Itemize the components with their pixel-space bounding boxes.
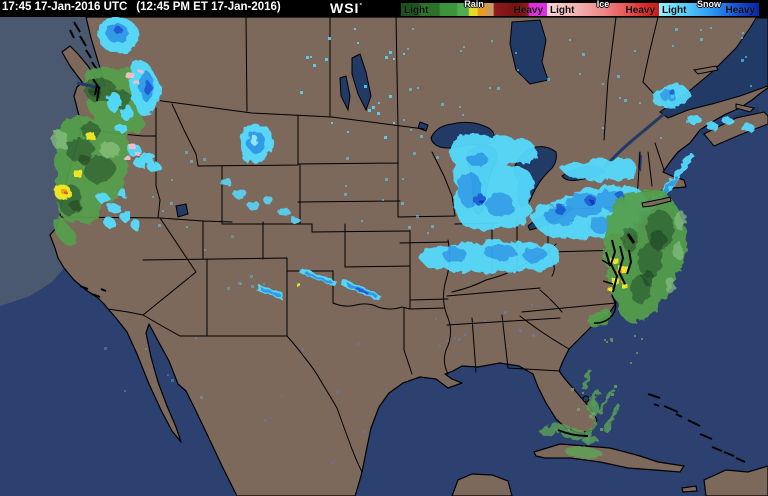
legend-title-snow: Snow [697,0,721,9]
logo-degree-mark: ° [359,3,363,10]
timestamp: 17:45 17-Jan-2016 UTC (12:45 PM ET 17-Jan… [2,1,281,13]
legend-group-snow: Snow Light Heavy [659,0,759,17]
nova-scotia [703,111,768,147]
precipitation-legend: Rain Light Heavy Ice Light Heavy Snow Li… [401,0,768,17]
hispaniola [703,465,768,496]
legend-title-ice: Ice [596,0,610,9]
yucatan [451,473,513,496]
radar-snow-west [97,17,382,301]
cuba-rain-overlay [564,446,602,459]
lake-manitoba [339,75,351,112]
radar-rain-west [52,66,150,248]
puget-sound [76,78,102,102]
bahamas [647,393,746,463]
great-salt-lake [175,203,189,218]
legend-heavy-label-snow: Heavy [725,5,755,16]
legend-light-label-snow: Light [662,5,687,16]
legend-bar-rain [401,3,547,16]
wsi-logo: WSI° [330,0,363,16]
outer-banks [593,295,617,324]
timestamp-local: (12:45 PM ET 17-Jan-2016) [136,1,281,13]
legend-light-label-rain: Light [404,5,429,16]
wsi-logo-text: WSI [330,0,360,16]
jamaica [681,485,698,493]
channel-islands [79,285,107,298]
radar-scatter-specks [104,27,752,464]
lake-okeechobee [582,395,590,403]
florida-keys [557,429,589,437]
legend-group-ice: Ice Light Heavy [547,0,659,17]
radar-map [0,17,768,496]
lake-winnipeg [351,53,372,112]
mexico-border [107,308,363,473]
header-bar: 17:45 17-Jan-2016 UTC (12:45 PM ET 17-Jan… [0,0,768,17]
legend-bar-snow [659,3,759,16]
bc-fjords [69,21,98,71]
atlantic-islands [692,65,768,147]
chesapeake-bay [601,233,636,293]
legend-bar-ice [547,3,659,16]
legend-title-rain: Rain [464,0,484,9]
radar-ice-spots [124,70,143,160]
prince-edward-island [735,103,755,113]
long-island [641,196,672,208]
legend-light-label-ice: Light [550,5,575,16]
anticosti-island [692,65,719,75]
legend-heavy-label-ice: Heavy [625,5,655,16]
legend-group-rain: Rain Light Heavy [401,0,547,17]
legend-heavy-label-rain: Heavy [513,5,543,16]
timestamp-utc: 17:45 17-Jan-2016 UTC [2,1,128,13]
pacific-radar-coverage [0,17,103,306]
delaware-bay [626,233,636,244]
